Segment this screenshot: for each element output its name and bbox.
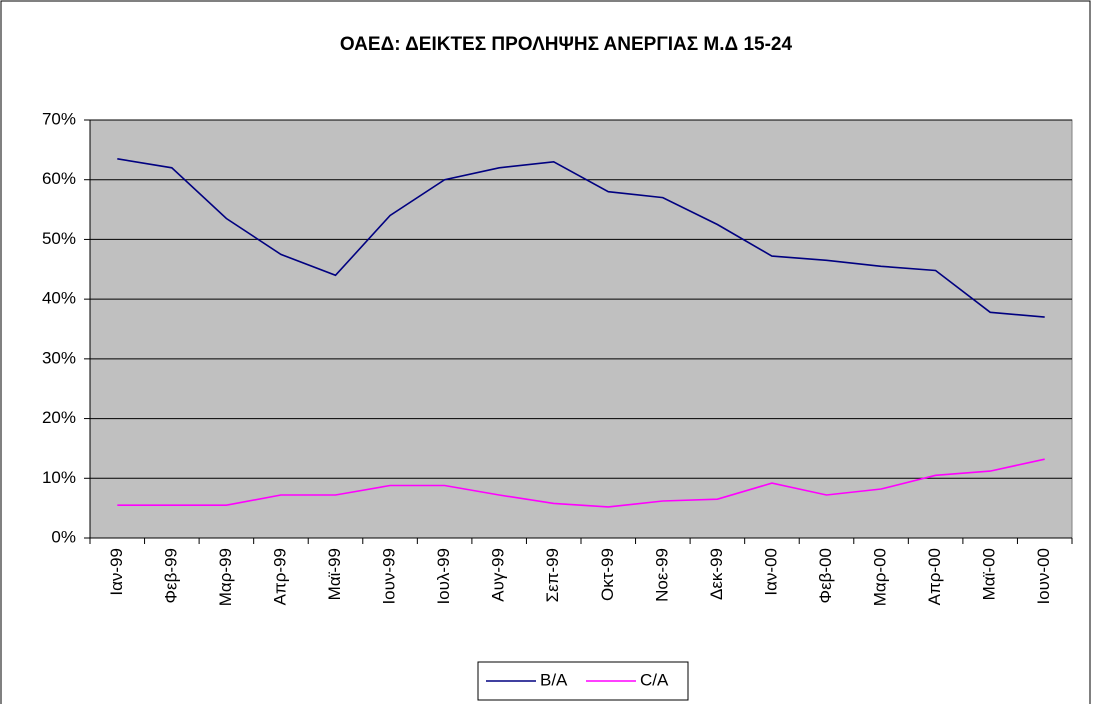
- x-tick-label: Μαϊ-99: [325, 548, 344, 600]
- y-tick-label: 60%: [42, 169, 76, 188]
- legend-label: B/A: [540, 670, 568, 689]
- y-tick-label: 50%: [42, 229, 76, 248]
- x-tick-label: Ιουν-00: [1034, 548, 1053, 605]
- x-tick-label: Απρ-00: [925, 548, 944, 605]
- chart-title: ΟΑΕΔ: ΔΕΙΚΤΕΣ ΠΡΟΛΗΨΗΣ ΑΝΕΡΓΙΑΣ Μ.Δ 15-2…: [340, 34, 793, 55]
- x-tick-label: Σεπ-99: [543, 548, 562, 602]
- x-tick-label: Μαρ-00: [871, 548, 890, 606]
- x-tick-label: Νοε-99: [652, 548, 671, 602]
- x-tick-label: Ιαν-00: [761, 548, 780, 596]
- x-tick-label: Μαρ-99: [216, 548, 235, 606]
- x-tick-label: Φεβ-99: [161, 548, 180, 604]
- legend-label: C/A: [640, 670, 669, 689]
- y-tick-label: 70%: [42, 109, 76, 128]
- x-tick-label: Ιουν-99: [380, 548, 399, 605]
- line-series: [117, 458, 1045, 508]
- x-tick-label: Φεβ-00: [816, 548, 835, 604]
- x-tick-label: Ιουλ-99: [434, 548, 453, 605]
- plot-area: [89, 119, 1073, 539]
- x-tick-label: Αυγ-99: [489, 548, 508, 602]
- y-tick-label: 30%: [42, 348, 76, 367]
- x-tick-label: Μαϊ-00: [980, 548, 999, 600]
- x-tick-label: Ιαν-99: [107, 548, 126, 596]
- y-tick-label: 0%: [51, 527, 76, 546]
- y-tick-label: 20%: [42, 408, 76, 427]
- y-tick-label: 40%: [42, 289, 76, 308]
- line-series: [117, 158, 1045, 318]
- y-tick-label: 10%: [42, 468, 76, 487]
- x-tick-label: Δεκ-99: [707, 548, 726, 600]
- x-tick-label: Απρ-99: [270, 548, 289, 605]
- x-tick-label: Οκτ-99: [598, 548, 617, 601]
